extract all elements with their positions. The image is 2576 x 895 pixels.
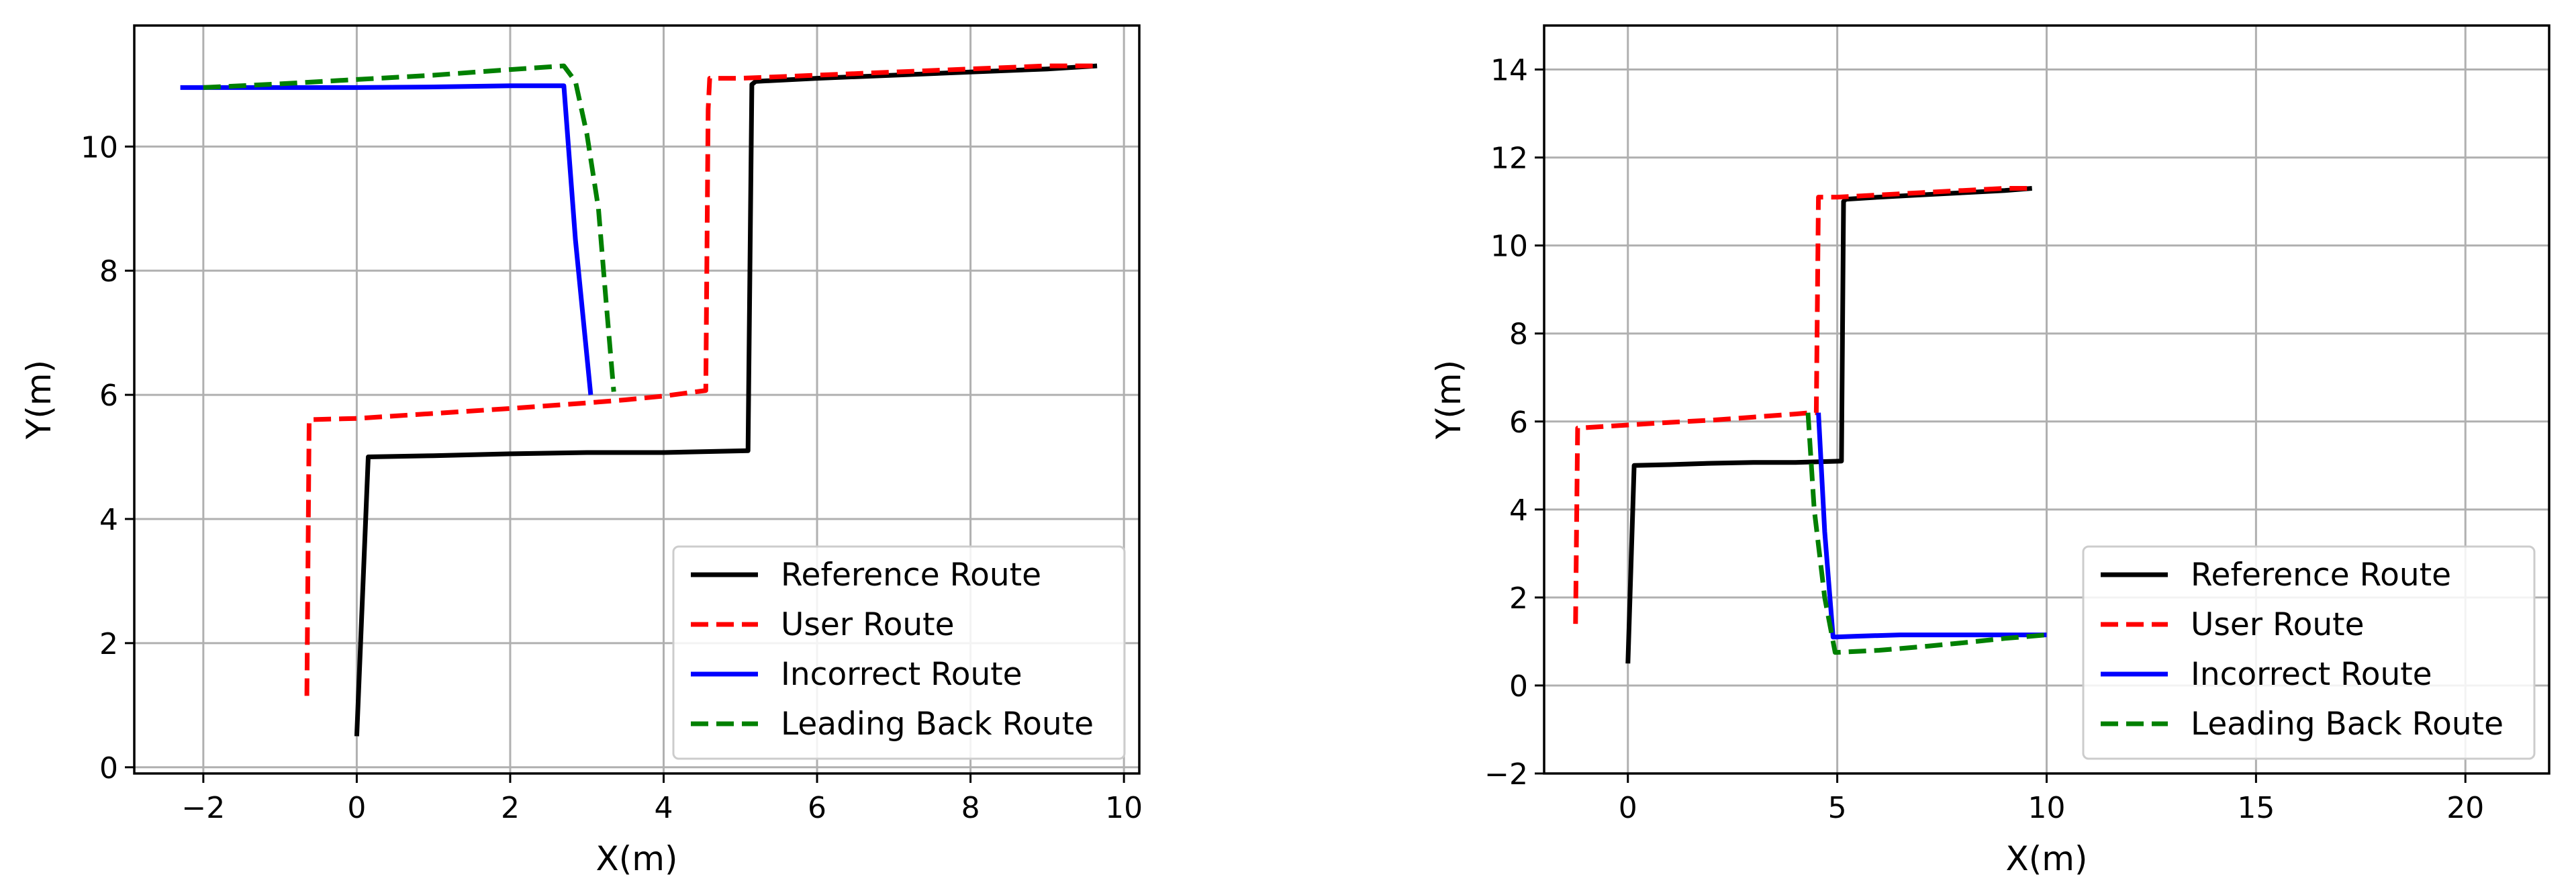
x-tick-label: 6 [808, 791, 826, 825]
x-tick-label: 10 [1105, 791, 1143, 825]
chart-right: 0 5 10 15 20 −2 0 2 4 6 8 10 12 14 X(m) Y(m) Reference R… [1429, 24, 2550, 878]
y-axis-label: Y(m) [1429, 360, 1468, 440]
y-tick-label: 4 [99, 503, 118, 537]
x-tick-label: 10 [2028, 791, 2066, 825]
series-group [180, 63, 1098, 737]
y-tick-label: 12 [1490, 142, 1528, 176]
series-line-4 [203, 63, 616, 392]
legend: Reference Route User Route Incorrect Route… [2082, 545, 2536, 760]
x-tick-label: 4 [654, 791, 673, 825]
series-line-1 [1625, 186, 2032, 664]
y-tick-label: 10 [1490, 230, 1528, 264]
chart-left: −2 0 2 4 6 8 10 0 2 4 6 8 10 X(m) Y(m) Reference Route U… [19, 24, 1143, 878]
x-tick-label: 15 [2237, 791, 2275, 825]
y-tick-label: 8 [99, 254, 118, 289]
legend-label: Reference Route [2191, 557, 2451, 594]
x-tick-label: −2 [181, 791, 225, 825]
legend-box [672, 545, 1126, 760]
x-tick-label: 2 [501, 791, 520, 825]
legend-label: Leading Back Route [781, 706, 1094, 743]
series-line-3 [180, 83, 593, 395]
legend-label: Incorrect Route [2191, 656, 2432, 693]
y-tick-label: 2 [99, 627, 118, 661]
y-tick-label: 0 [1509, 669, 1528, 704]
series-line-2 [1573, 186, 2032, 624]
x-axis-label: X(m) [596, 839, 678, 878]
y-tick-label: −2 [1484, 757, 1528, 792]
x-axis-label: X(m) [2006, 839, 2088, 878]
y-tick-label: 4 [1509, 493, 1528, 528]
y-tick-label: 8 [1509, 318, 1528, 352]
y-tick-label: 14 [1490, 54, 1528, 88]
series-line-1 [354, 63, 1098, 737]
x-tick-label: 20 [2446, 791, 2484, 825]
series-group [1573, 186, 2047, 664]
legend-box [2082, 545, 2536, 760]
x-tick-label: 0 [1619, 791, 1637, 825]
legend-label: Reference Route [781, 557, 1041, 594]
x-tick-label: 0 [347, 791, 366, 825]
y-tick-label: 10 [81, 130, 118, 164]
y-tick-label: 6 [1509, 406, 1528, 440]
legend: Reference Route User Route Incorrect Route… [672, 545, 1126, 760]
y-tick-label: 6 [99, 379, 118, 413]
series-line-3 [1816, 412, 2047, 640]
y-axis-label: Y(m) [19, 360, 58, 440]
y-tick-label: 2 [1509, 581, 1528, 616]
series-line-4 [1805, 412, 2047, 655]
legend-label: User Route [2191, 606, 2365, 643]
legend-label: Leading Back Route [2191, 706, 2503, 743]
x-tick-label: 8 [961, 791, 980, 825]
series-line-2 [304, 63, 1098, 696]
y-tick-label: 0 [99, 751, 118, 786]
axes-frame [133, 24, 1141, 775]
x-tick-label: 5 [1828, 791, 1847, 825]
legend-label: Incorrect Route [781, 656, 1022, 693]
legend-label: User Route [781, 606, 955, 643]
